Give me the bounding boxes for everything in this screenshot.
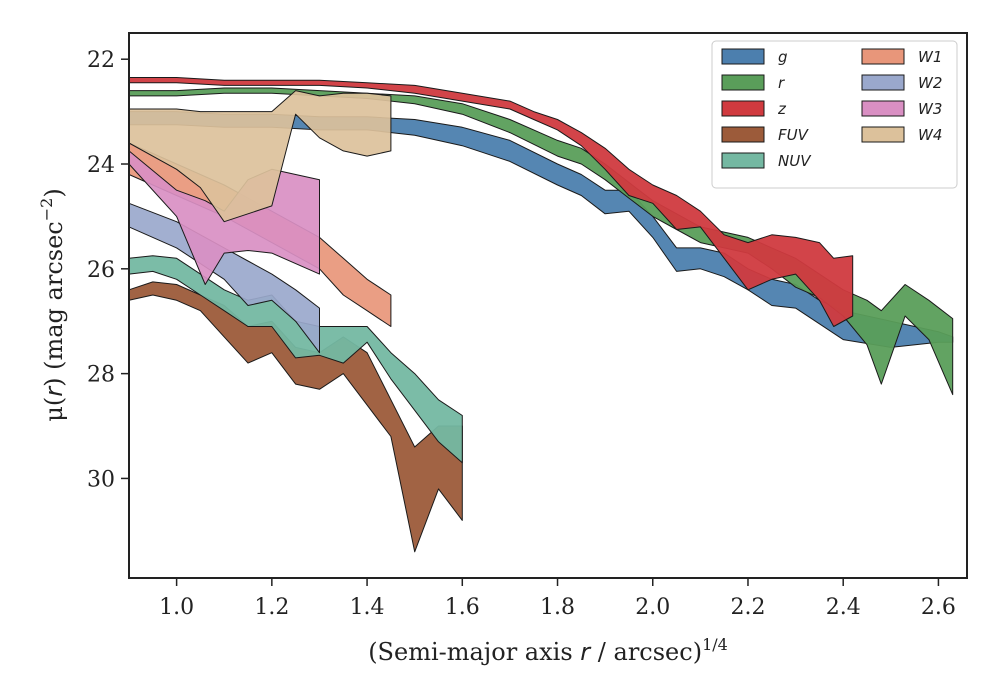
x-tick-label: 2.0 xyxy=(635,595,670,620)
legend-label-fuv: FUV xyxy=(778,126,810,144)
legend-swatch-w4 xyxy=(861,126,905,143)
band-r xyxy=(128,87,954,396)
plot-frame xyxy=(128,32,968,579)
x-tick-label: 2.6 xyxy=(921,595,956,620)
y-axis-label: μ(r) (mag arcsec−2) xyxy=(37,188,68,421)
legend-swatch-nuv xyxy=(721,152,765,169)
x-tick-label: 1.8 xyxy=(540,595,575,620)
x-tick-label: 1.2 xyxy=(254,595,289,620)
legend-label-w1: W1 xyxy=(918,48,942,66)
x-tick-label: 1.6 xyxy=(445,595,480,620)
legend-swatch-w1 xyxy=(861,48,905,65)
legend-swatch-w3 xyxy=(861,100,905,117)
x-tick-label: 1.4 xyxy=(350,595,385,620)
band-z xyxy=(128,77,854,327)
legend-label-w4: W4 xyxy=(918,126,942,144)
legend-swatch-z xyxy=(721,100,765,117)
legend-label-z: z xyxy=(777,100,787,118)
y-tick-label: 26 xyxy=(87,258,115,283)
series-bands xyxy=(128,77,954,553)
band-w4 xyxy=(128,90,392,223)
legend-label-w3: W3 xyxy=(918,100,942,118)
legend-swatch-r xyxy=(721,74,765,91)
y-axis-ticks: 22 24 26 28 30 xyxy=(87,48,129,492)
legend-label-nuv: NUV xyxy=(778,152,812,170)
legend-swatch-w2 xyxy=(861,74,905,91)
x-axis-ticks: 1.0 1.2 1.4 1.6 1.8 2.0 2.2 2.4 2.6 xyxy=(159,578,956,620)
x-tick-label: 2.4 xyxy=(826,595,861,620)
x-tick-label: 1.0 xyxy=(159,595,194,620)
legend-label-w2: W2 xyxy=(918,74,942,92)
legend: grz FUV NUV W1 W2 W3 W4 xyxy=(711,40,958,189)
y-tick-label: 24 xyxy=(87,153,115,178)
legend-swatch-fuv xyxy=(721,126,765,143)
y-tick-label: 30 xyxy=(87,467,115,492)
y-tick-label: 28 xyxy=(87,363,115,388)
legend-label-g: g xyxy=(778,48,788,66)
y-tick-label: 22 xyxy=(87,48,115,73)
legend-swatch-g xyxy=(721,48,765,65)
x-axis-label: (Semi-major axis r / arcsec)1/4 xyxy=(368,635,728,666)
legend-label-r: r xyxy=(778,74,785,92)
x-tick-label: 2.2 xyxy=(730,595,765,620)
